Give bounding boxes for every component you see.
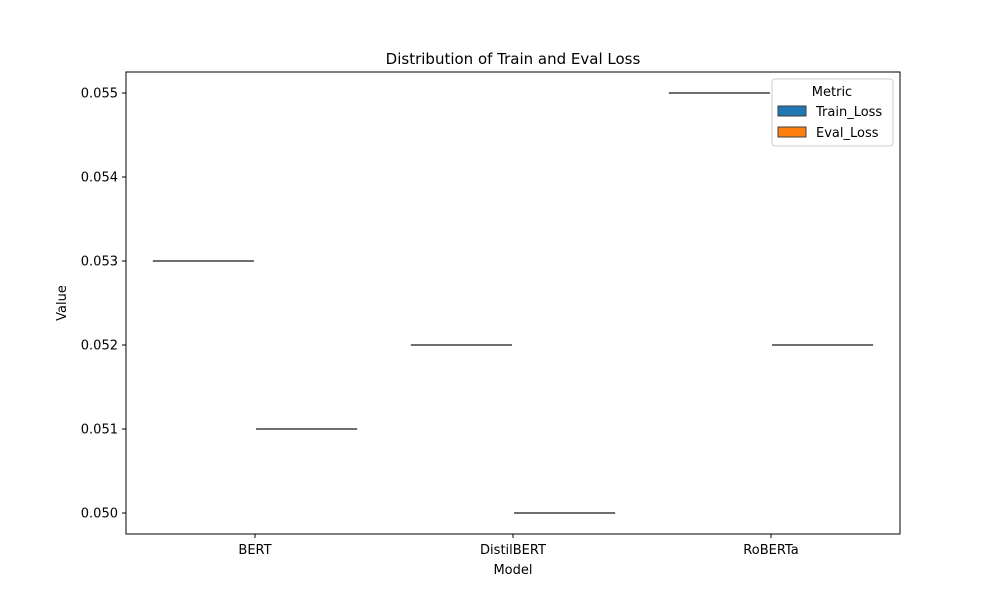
legend-title: Metric	[812, 85, 852, 100]
plot-area	[152, 92, 874, 514]
y-tick-label: 0.052	[81, 339, 118, 354]
legend: Metric Train_Loss Eval_Loss	[771, 78, 894, 147]
y-tick-label: 0.054	[81, 171, 118, 186]
x-tick-label: BERT	[238, 543, 271, 558]
legend-swatch-eval-loss	[777, 126, 807, 138]
legend-swatch-train-loss	[777, 105, 807, 117]
y-tick-label: 0.053	[81, 255, 118, 270]
y-tick-label: 0.055	[81, 87, 118, 102]
x-tick-label: RoBERTa	[743, 543, 798, 558]
x-axis: BERT DistilBERT RoBERTa	[238, 534, 799, 558]
chart-title: Distribution of Train and Eval Loss	[386, 50, 641, 68]
y-axis: 0.050 0.051 0.052 0.053 0.054 0.055	[81, 87, 126, 522]
x-tick-label: DistilBERT	[480, 543, 546, 558]
x-axis-label: Model	[493, 563, 532, 578]
legend-label-eval-loss: Eval_Loss	[816, 126, 879, 141]
y-tick-label: 0.051	[81, 423, 118, 438]
y-axis-label: Value	[55, 285, 70, 321]
y-tick-label: 0.050	[81, 507, 118, 522]
legend-label-train-loss: Train_Loss	[815, 105, 882, 120]
